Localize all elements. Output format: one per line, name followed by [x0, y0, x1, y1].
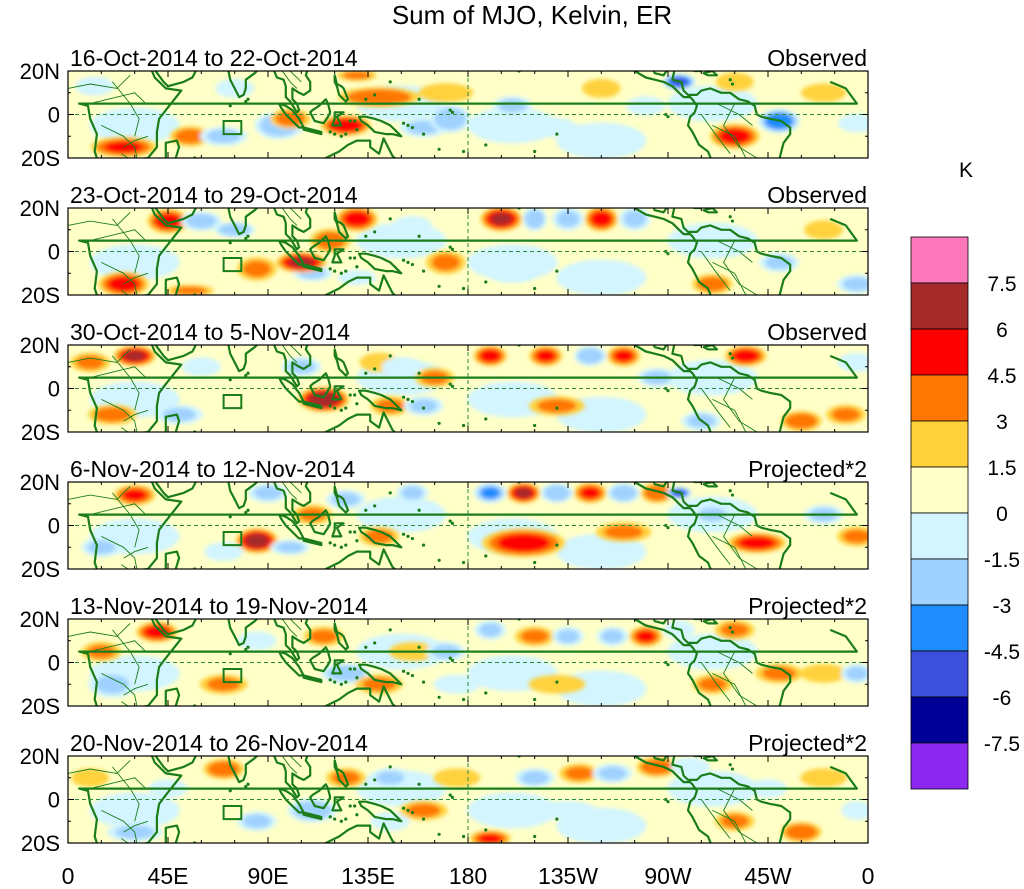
- longitude-label: 45W: [744, 863, 792, 889]
- colorbar-level-label: 0: [996, 503, 1008, 526]
- panel-status: Observed: [767, 319, 867, 345]
- longitude-label: 90E: [248, 863, 289, 889]
- latitude-label: 20S: [21, 694, 60, 719]
- latitude-label: 0: [48, 103, 60, 128]
- colorbar-swatch: [910, 696, 969, 744]
- colorbar-swatch: [910, 420, 969, 468]
- longitude-label: 180: [449, 863, 487, 889]
- panel-date-range: 23-Oct-2014 to 29-Oct-2014: [70, 182, 358, 208]
- longitude-label: 0: [62, 863, 75, 889]
- panel-status: Projected*2: [748, 456, 867, 482]
- colorbar-level-label: -4.5: [984, 641, 1020, 664]
- latitude-label: 20S: [21, 831, 60, 856]
- panel-status: Projected*2: [748, 593, 867, 619]
- panel-date-range: 6-Nov-2014 to 12-Nov-2014: [70, 456, 355, 482]
- colorbar-swatch: [910, 328, 969, 376]
- colorbar-level-label: -3: [993, 595, 1012, 618]
- longitude-label: 0: [862, 863, 875, 889]
- latitude-label: 0: [48, 788, 60, 813]
- longitude-label: 90W: [644, 863, 692, 889]
- latitude-label: 0: [48, 240, 60, 265]
- colorbar-swatch: [910, 558, 969, 606]
- main-title: Sum of MJO, Kelvin, ER: [391, 0, 673, 30]
- colorbar-level-label: -6: [993, 687, 1012, 710]
- longitude-axis: 0 45E 90E 135E 180 135W 90W 45W 0: [62, 863, 875, 889]
- map-panel: 20N 0 20S 16-Oct-2014 to 22-Oct-2014 Observe…: [20, 45, 869, 171]
- colorbar-swatch: [910, 236, 969, 284]
- latitude-label: 20N: [20, 196, 60, 221]
- colorbar-level-label: 6: [996, 319, 1008, 342]
- longitude-label: 45E: [148, 863, 189, 889]
- colorbar-swatch: [910, 374, 969, 422]
- latitude-label: 20N: [20, 607, 60, 632]
- latitude-label: 20N: [20, 59, 60, 84]
- colorbar-swatch: [910, 650, 969, 698]
- latitude-label: 0: [48, 514, 60, 539]
- panel-date-range: 16-Oct-2014 to 22-Oct-2014: [70, 45, 358, 71]
- latitude-label: 20S: [21, 557, 60, 582]
- longitude-label: 135W: [538, 863, 598, 889]
- latitude-label: 20S: [21, 283, 60, 308]
- panel-status: Projected*2: [748, 730, 867, 756]
- colorbar: K 7.5 6 4.5 3 1.5 0 -1.5 -3 -4.5 -6 -7.5: [910, 159, 1020, 790]
- latitude-label: 0: [48, 651, 60, 676]
- longitude-label: 135E: [341, 863, 395, 889]
- panel-status: Observed: [767, 182, 867, 208]
- latitude-label: 0: [48, 377, 60, 402]
- colorbar-level-label: 1.5: [987, 457, 1016, 480]
- map-panel: 20N 0 20S 20-Nov-2014 to 26-Nov-2014 Project…: [20, 730, 869, 856]
- panel-date-range: 30-Oct-2014 to 5-Nov-2014: [70, 319, 350, 345]
- map-panel: 20N 0 20S 6-Nov-2014 to 12-Nov-2014 Projecte…: [20, 456, 869, 582]
- panel-date-range: 20-Nov-2014 to 26-Nov-2014: [70, 730, 368, 756]
- panel-status: Observed: [767, 45, 867, 71]
- latitude-label: 20N: [20, 744, 60, 769]
- latitude-label: 20N: [20, 333, 60, 358]
- colorbar-swatch: [910, 512, 969, 560]
- panel-date-range: 13-Nov-2014 to 19-Nov-2014: [70, 593, 368, 619]
- colorbar-level-label: 3: [996, 411, 1008, 434]
- colorbar-swatch: [910, 604, 969, 652]
- colorbar-swatch: [910, 742, 969, 790]
- map-panel: 20N 0 20S 30-Oct-2014 to 5-Nov-2014 Observed: [20, 319, 869, 445]
- colorbar-level-label: -1.5: [984, 549, 1020, 572]
- latitude-label: 20S: [21, 420, 60, 445]
- colorbar-level-label: -7.5: [984, 733, 1020, 756]
- colorbar-units: K: [959, 159, 973, 182]
- colorbar-level-label: 4.5: [987, 365, 1016, 388]
- latitude-label: 20N: [20, 470, 60, 495]
- colorbar-swatch: [910, 466, 969, 514]
- latitude-label: 20S: [21, 146, 60, 171]
- map-panel: 20N 0 20S 13-Nov-2014 to 19-Nov-2014 Project…: [20, 593, 869, 719]
- map-panel: 20N 0 20S 23-Oct-2014 to 29-Oct-2014 Observe…: [20, 182, 869, 308]
- colorbar-swatch: [910, 282, 969, 330]
- colorbar-level-label: 7.5: [987, 273, 1016, 296]
